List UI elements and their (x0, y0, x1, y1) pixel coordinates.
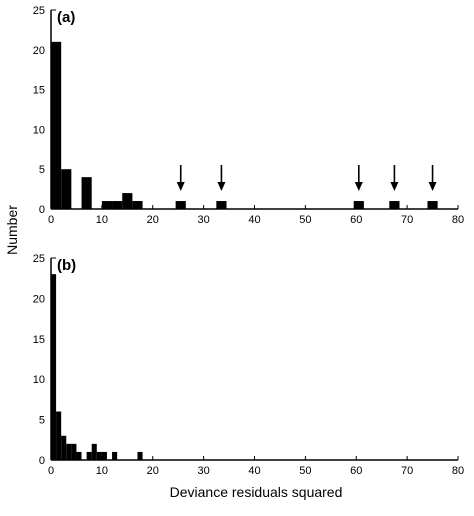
panel-a-x-tick-label: 20 (147, 214, 159, 226)
panel-b-y-tick-label: 25 (33, 253, 45, 265)
panel-a-bar (101, 201, 113, 209)
panel-a-outlier-arrow (428, 165, 437, 191)
panel-a-bar (427, 201, 438, 209)
panel-a-y-tick-label: 20 (33, 45, 45, 57)
panel-a-bar (353, 201, 364, 209)
panel-a-outlier-arrow (354, 165, 363, 191)
panel-b-x-tick-label: 40 (248, 465, 260, 477)
panel-b-label: (b) (57, 257, 76, 274)
panel-a-x-tick-label: 40 (248, 214, 260, 226)
x-axis-title: Deviance residuals squared (170, 484, 343, 500)
panel-b-y-tick-label: 15 (33, 334, 45, 346)
panel-a-outlier-arrow (390, 165, 399, 191)
panel-a-label: (a) (57, 9, 75, 26)
panel-a-bar (389, 201, 400, 209)
panel-a-bar (175, 201, 186, 209)
panel-b-bar (76, 451, 82, 460)
panel-b-x-tick-label: 20 (147, 465, 159, 477)
panel-a-bar (51, 41, 62, 210)
panel-b-y-tick-label: 5 (39, 415, 45, 427)
panel-b-bar (86, 451, 92, 460)
panel-a-bar (112, 201, 123, 209)
panel-b-bar (71, 443, 77, 460)
panel-a-bar (61, 169, 72, 209)
panel-a-x-tick-label: 60 (350, 214, 362, 226)
panel-b-y-tick-label: 10 (33, 374, 45, 386)
panel-a-y-tick-label: 15 (33, 85, 45, 97)
y-axis-title: Number (4, 205, 20, 255)
panel-b-bar (112, 451, 118, 460)
panel-b-y-tick-label: 0 (39, 455, 45, 467)
panel-a-x-tick-label: 80 (452, 214, 464, 226)
panel-b-bar (56, 411, 62, 460)
panel-a-x-tick-label: 70 (401, 214, 413, 226)
panel-a-outlier-arrow (217, 165, 226, 191)
panel-b-bar (101, 451, 107, 460)
panel-a-x-tick-label: 50 (299, 214, 311, 226)
panel-a-y-tick-label: 25 (33, 5, 45, 17)
panel-b: 0 5 10 15 20 25 0 10 20 30 40 50 60 70 80 (b) (33, 253, 464, 477)
panel-a-y-tick-label: 10 (33, 124, 45, 136)
panel-a-outlier-arrow (176, 165, 185, 191)
panel-a: 0 5 10 15 20 25 0 10 20 30 40 50 60 70 80 (a) (33, 5, 464, 226)
panel-b-x-tick-label: 60 (350, 465, 362, 477)
panel-a-y-tick-label: 0 (39, 204, 45, 216)
panel-a-x-tick-label: 30 (198, 214, 210, 226)
panel-b-bar (66, 443, 72, 460)
panel-b-bar (51, 274, 57, 460)
panel-b-x-tick-label: 30 (198, 465, 210, 477)
panel-a-y-tick-label: 5 (39, 164, 45, 176)
panel-a-bar (216, 201, 227, 209)
panel-b-x-tick-label: 0 (48, 465, 54, 477)
panel-a-x-tick-label: 10 (96, 214, 108, 226)
panel-b-bar (61, 435, 67, 460)
panel-b-x-tick-label: 50 (299, 465, 311, 477)
panel-b-bar (91, 443, 97, 460)
panel-a-bar (132, 201, 143, 209)
panel-b-y-tick-label: 20 (33, 293, 45, 305)
panel-a-bar (122, 193, 133, 209)
panel-a-x-tick-label: 0 (48, 214, 54, 226)
panel-b-x-tick-label: 10 (96, 465, 108, 477)
panel-b-bar (96, 451, 102, 460)
panel-b-x-tick-label: 80 (452, 465, 464, 477)
panel-b-bar (137, 451, 143, 460)
panel-b-x-tick-label: 70 (401, 465, 413, 477)
panel-a-bar (81, 177, 92, 209)
